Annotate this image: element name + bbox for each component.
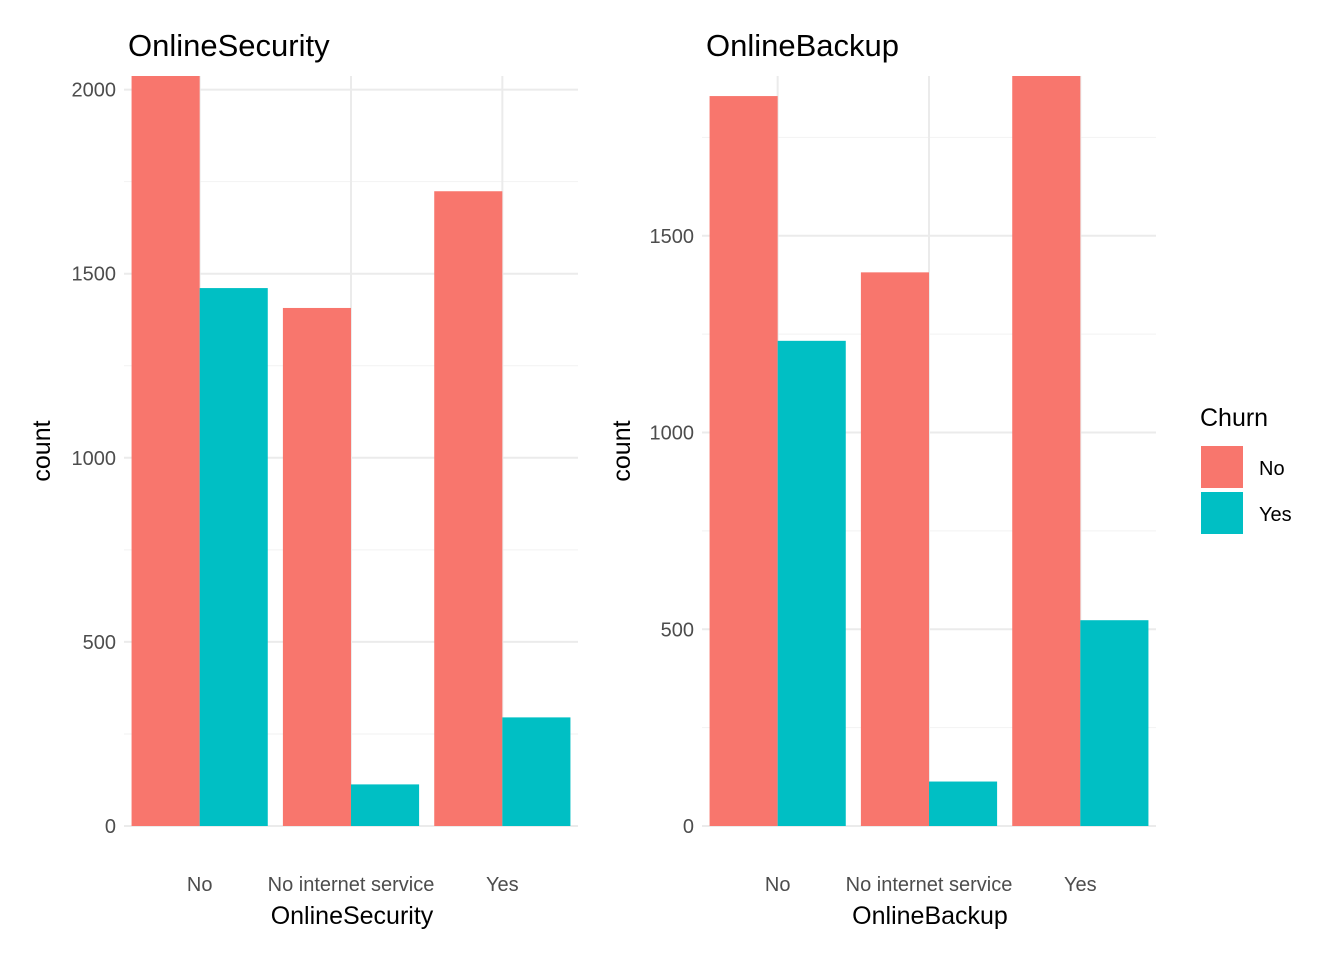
bar-online-security-yes-churn-no [434,191,503,826]
y-tick-label: 0 [105,816,116,838]
y-tick-label: 500 [661,619,694,641]
legend-label-no: No [1259,458,1285,480]
bar-online-backup-yes-churn-no [1012,76,1081,826]
bar-online-backup-no-internet-service-churn-yes [929,781,998,826]
legend-title: Churn [1200,404,1268,432]
y-tick-label: 500 [83,632,116,654]
y-axis-title: count [28,420,56,481]
bar-online-security-no-internet-service-churn-no [282,307,351,827]
x-axis-title: OnlineBackup [852,902,1008,930]
bar-online-security-no-churn-yes [199,288,268,827]
y-tick-label: 2000 [72,80,117,102]
x-tick-label: No [187,874,213,896]
legend: Churn No Yes [1200,404,1292,534]
bar-online-security-no-internet-service-churn-yes [351,784,420,826]
x-tick-label: No internet service [846,874,1013,896]
legend-label-yes: Yes [1259,504,1292,526]
chart-title: OnlineSecurity [128,28,330,63]
x-tick-label: No internet service [268,874,435,896]
bar-online-security-yes-churn-yes [502,717,571,826]
legend-key-yes [1201,492,1243,534]
y-tick-label: 1000 [650,423,695,445]
panel-online-backup: 0 500 1000 1500 No No internet service Yes Onli… [608,28,1156,930]
y-tick-label: 1500 [72,264,117,286]
x-axis-title: OnlineSecurity [271,902,434,930]
y-tick-label: 1500 [650,226,695,248]
chart-title: OnlineBackup [706,28,899,63]
legend-key-no [1201,446,1243,488]
y-axis-title: count [608,420,636,481]
x-tick-label: Yes [486,874,519,896]
panel-online-security: 0 500 1000 1500 2000 No No internet service Yes… [28,28,578,930]
bar-online-backup-no-internet-service-churn-no [860,272,929,826]
bar-online-backup-yes-churn-yes [1080,620,1149,826]
bar-online-backup-no-churn-no [709,96,778,826]
bar-online-backup-no-churn-yes [777,340,846,826]
y-tick-label: 0 [683,816,694,838]
y-tick-label: 1000 [72,448,117,470]
x-tick-label: Yes [1064,874,1097,896]
bar-online-security-no-churn-no [131,76,200,826]
x-tick-label: No [765,874,791,896]
